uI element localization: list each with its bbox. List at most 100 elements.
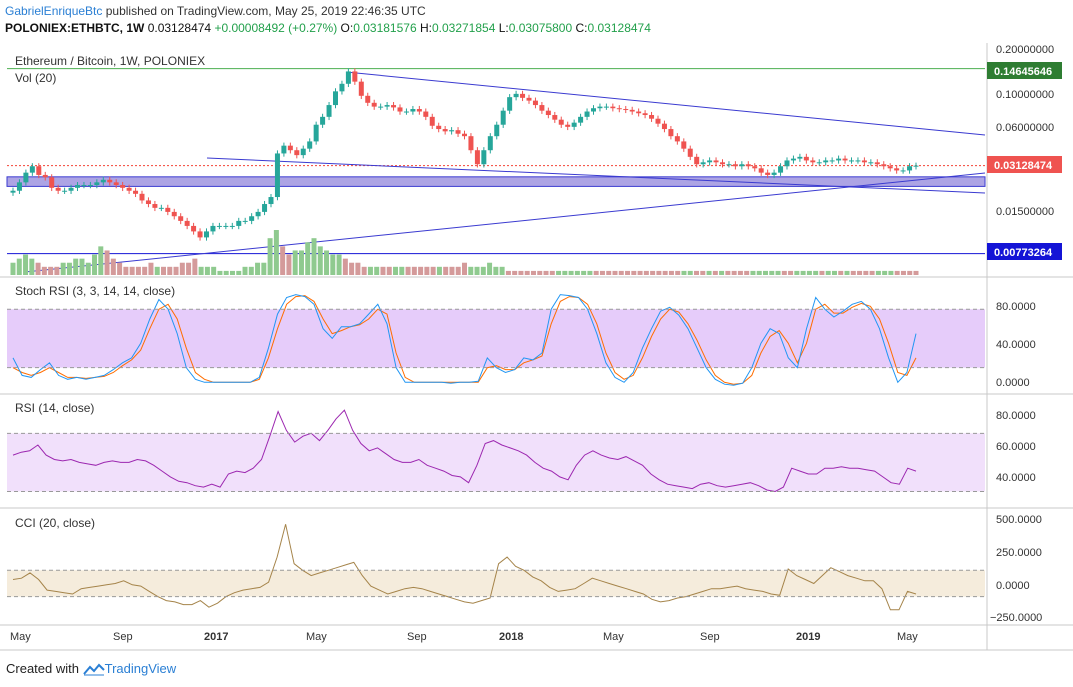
resistance-price-badge <box>987 62 1062 79</box>
candle-body <box>500 110 506 125</box>
candle-body <box>732 164 738 167</box>
last-value: 0.03128474 <box>147 21 212 35</box>
rsi-tick: 40.0000 <box>996 472 1036 484</box>
candle-body <box>629 109 635 112</box>
low-value: 0.03075800 <box>508 21 573 35</box>
volume-bar <box>173 266 179 275</box>
price-tick: 0.01500000 <box>996 206 1054 218</box>
volume-bar <box>186 262 192 275</box>
candle-body <box>274 153 280 198</box>
cci-tick: 500.0000 <box>996 514 1042 526</box>
volume-bar <box>443 266 449 275</box>
candle-body <box>739 164 745 167</box>
candle-body <box>758 168 764 173</box>
candle-body <box>165 207 171 212</box>
volume-bar <box>907 270 913 275</box>
candle-body <box>320 116 326 125</box>
candle-body <box>307 141 313 149</box>
candle-body <box>403 111 409 113</box>
candle-body <box>352 71 358 82</box>
footer-brand[interactable]: TradingView <box>104 661 177 676</box>
open-label: O: <box>340 21 354 35</box>
candle-body <box>913 165 919 167</box>
volume-bars <box>10 230 919 275</box>
candle-body <box>887 166 893 169</box>
volume-bar <box>355 262 361 275</box>
candle-body <box>636 111 642 114</box>
candle-body <box>539 105 545 111</box>
volume-bar <box>342 258 348 275</box>
volume-bar <box>656 270 662 275</box>
candle-body <box>623 109 629 111</box>
volume-bar <box>524 270 530 275</box>
volume-bar <box>35 262 41 275</box>
publish-info: published on TradingView.com, May 25, 20… <box>105 4 426 18</box>
candle-body <box>249 216 255 221</box>
volume-bar <box>581 270 587 275</box>
volume-bar <box>625 270 631 275</box>
stoch-rsi-pane[interactable]: Stoch RSI (3, 3, 14, 14, close) 80.0000 … <box>7 284 1036 389</box>
volume-bar <box>399 266 405 275</box>
volume-bar <box>844 270 850 275</box>
volume-bar <box>179 262 185 275</box>
rsi-pane[interactable]: RSI (14, close) 80.0000 60.0000 40.0000 <box>7 401 1036 493</box>
candle-body <box>216 225 222 227</box>
stoch-rsi-band <box>7 309 985 368</box>
footer-credit: Created with TradingView <box>6 661 176 679</box>
candle-body <box>842 158 848 161</box>
symbol-label: POLONIEX:ETHBTC, 1W <box>5 21 145 35</box>
volume-bar <box>455 266 461 275</box>
author-link[interactable]: GabrielEnriqueBtc <box>5 4 103 18</box>
candle-body <box>133 190 139 194</box>
volume-bar <box>41 266 47 275</box>
low-label: L: <box>498 21 509 35</box>
volume-bar <box>154 266 160 275</box>
volume-bar <box>562 270 568 275</box>
volume-bar <box>518 270 524 275</box>
volume-bar <box>700 270 706 275</box>
cci-title: CCI (20, close) <box>15 516 95 530</box>
volume-bar <box>305 242 311 275</box>
candle-body <box>823 160 829 163</box>
volume-bar <box>556 270 562 275</box>
candle-body <box>790 158 796 161</box>
demand-zone <box>6 176 986 187</box>
volume-bar <box>888 270 894 275</box>
volume-bar <box>430 266 436 275</box>
candle-body <box>294 150 300 156</box>
volume-bar <box>499 266 505 275</box>
candle-body <box>49 177 55 188</box>
volume-bar <box>411 266 417 275</box>
candles <box>10 68 919 241</box>
time-axis: May Sep 2017 May Sep 2018 May Sep 2019 M… <box>10 631 918 643</box>
cci-tick: 250.0000 <box>996 547 1042 559</box>
candle-body <box>642 113 648 116</box>
candle-body <box>281 145 287 154</box>
volume-bar <box>449 266 455 275</box>
volume-bar <box>537 270 543 275</box>
candle-body <box>300 148 306 156</box>
cci-pane[interactable]: CCI (20, close) 500.0000 250.0000 0.0000… <box>7 514 1042 624</box>
volume-bar <box>894 270 900 275</box>
trendline-lower <box>24 172 986 273</box>
volume-bar <box>10 262 16 275</box>
candle-body <box>765 172 771 175</box>
x-tick: May <box>897 631 918 643</box>
volume-bar <box>775 270 781 275</box>
price-tick: 0.20000000 <box>996 44 1054 56</box>
candle-body <box>371 102 377 107</box>
candle-body <box>726 164 732 166</box>
last-price-badge <box>987 156 1062 173</box>
volume-bar <box>267 238 273 275</box>
volume-bar <box>98 246 104 275</box>
volume-bar <box>361 266 367 275</box>
price-pane[interactable]: Ethereum / Bitcoin, 1W, POLONIEX Vol (20… <box>6 44 1062 275</box>
volume-bar <box>148 262 154 275</box>
stoch-tick: 40.0000 <box>996 339 1036 351</box>
volume-bar <box>813 270 819 275</box>
candle-body <box>68 187 74 191</box>
volume-bar <box>794 270 800 275</box>
candle-body <box>578 116 584 123</box>
volume-bar <box>48 266 54 275</box>
